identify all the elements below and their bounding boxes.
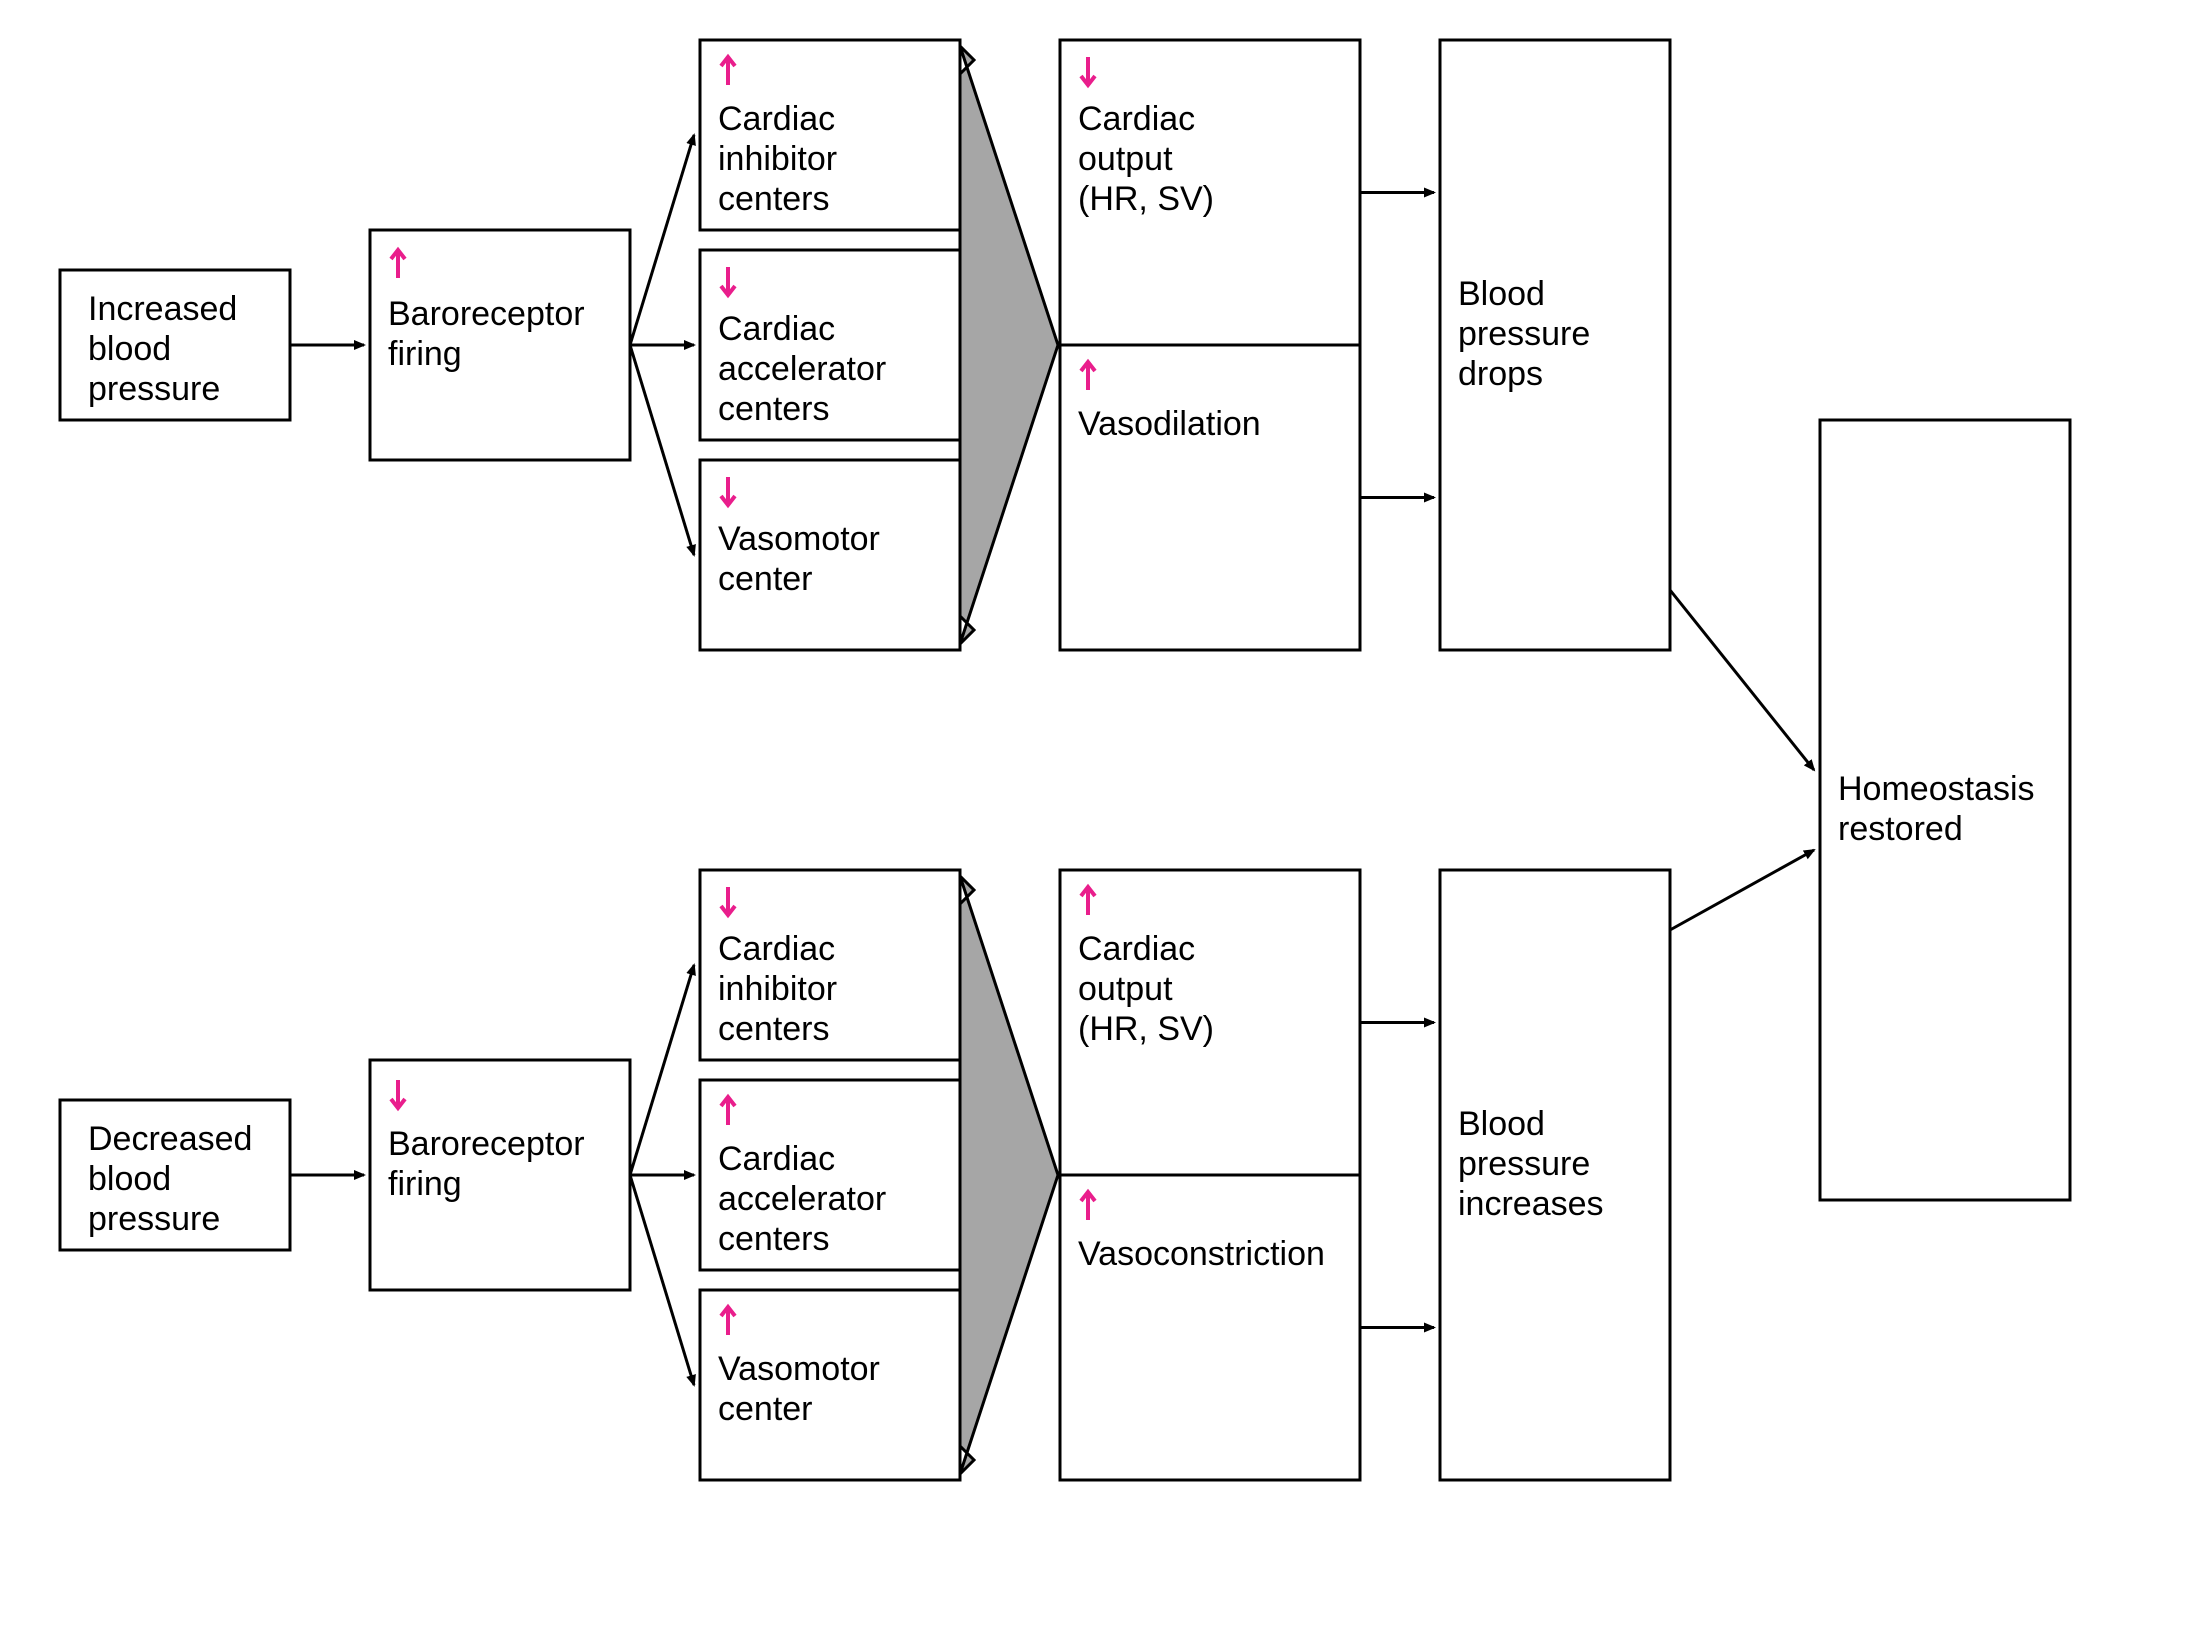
flow-label: inhibitor xyxy=(718,140,837,178)
flow-label: Blood xyxy=(1458,275,1545,313)
flow-label: output xyxy=(1078,140,1173,178)
flow-label: Baroreceptor xyxy=(388,1125,585,1163)
flow-label: Cardiac xyxy=(718,100,835,138)
flow-arrow xyxy=(630,345,694,555)
flow-label: drops xyxy=(1458,355,1543,393)
flow-label: Baroreceptor xyxy=(388,295,585,333)
flow-label: firing xyxy=(388,335,462,373)
flow-label: Blood xyxy=(1458,1105,1545,1143)
flow-label: Cardiac xyxy=(718,930,835,968)
flow-arrow xyxy=(960,46,1058,644)
flow-label: blood xyxy=(88,330,171,368)
flow-label: inhibitor xyxy=(718,970,837,1008)
flow-arrow xyxy=(1670,590,1814,770)
flow-label: center xyxy=(718,560,813,598)
flow-label: centers xyxy=(718,1010,830,1048)
flow-label: centers xyxy=(718,180,830,218)
flow-label: Homeostasis xyxy=(1838,770,2035,808)
flow-label: Cardiac xyxy=(1078,930,1195,968)
flow-arrow xyxy=(960,876,1058,1474)
flow-label: Vasoconstriction xyxy=(1078,1235,1325,1273)
flow-label: accelerator xyxy=(718,1180,886,1218)
flow-label: centers xyxy=(718,1220,830,1258)
flow-label: (HR, SV) xyxy=(1078,1010,1214,1048)
flow-label: pressure xyxy=(88,1200,220,1238)
flow-label: blood xyxy=(88,1160,171,1198)
flow-label: pressure xyxy=(1458,315,1590,353)
flow-label: centers xyxy=(718,390,830,428)
flow-label: Cardiac xyxy=(718,310,835,348)
flow-arrow xyxy=(630,965,694,1175)
flow-label: pressure xyxy=(1458,1145,1590,1183)
flow-label: Cardiac xyxy=(718,1140,835,1178)
flow-arrow xyxy=(1670,850,1814,930)
flow-label: pressure xyxy=(88,370,220,408)
flowchart-diagram: IncreasedbloodpressureBaroreceptorfiring… xyxy=(0,0,2188,1629)
flow-label: center xyxy=(718,1390,813,1428)
flow-label: restored xyxy=(1838,810,1963,848)
flow-label: (HR, SV) xyxy=(1078,180,1214,218)
flow-label: Vasomotor xyxy=(718,520,880,558)
flow-label: firing xyxy=(388,1165,462,1203)
flow-arrow xyxy=(630,1175,694,1385)
flow-label: output xyxy=(1078,970,1173,1008)
flow-label: Cardiac xyxy=(1078,100,1195,138)
flow-arrow xyxy=(630,135,694,345)
flow-label: accelerator xyxy=(718,350,886,388)
flow-label: Vasomotor xyxy=(718,1350,880,1388)
flow-label: Increased xyxy=(88,290,237,328)
flow-label: increases xyxy=(1458,1185,1604,1223)
flow-label: Vasodilation xyxy=(1078,405,1261,443)
flow-label: Decreased xyxy=(88,1120,252,1158)
